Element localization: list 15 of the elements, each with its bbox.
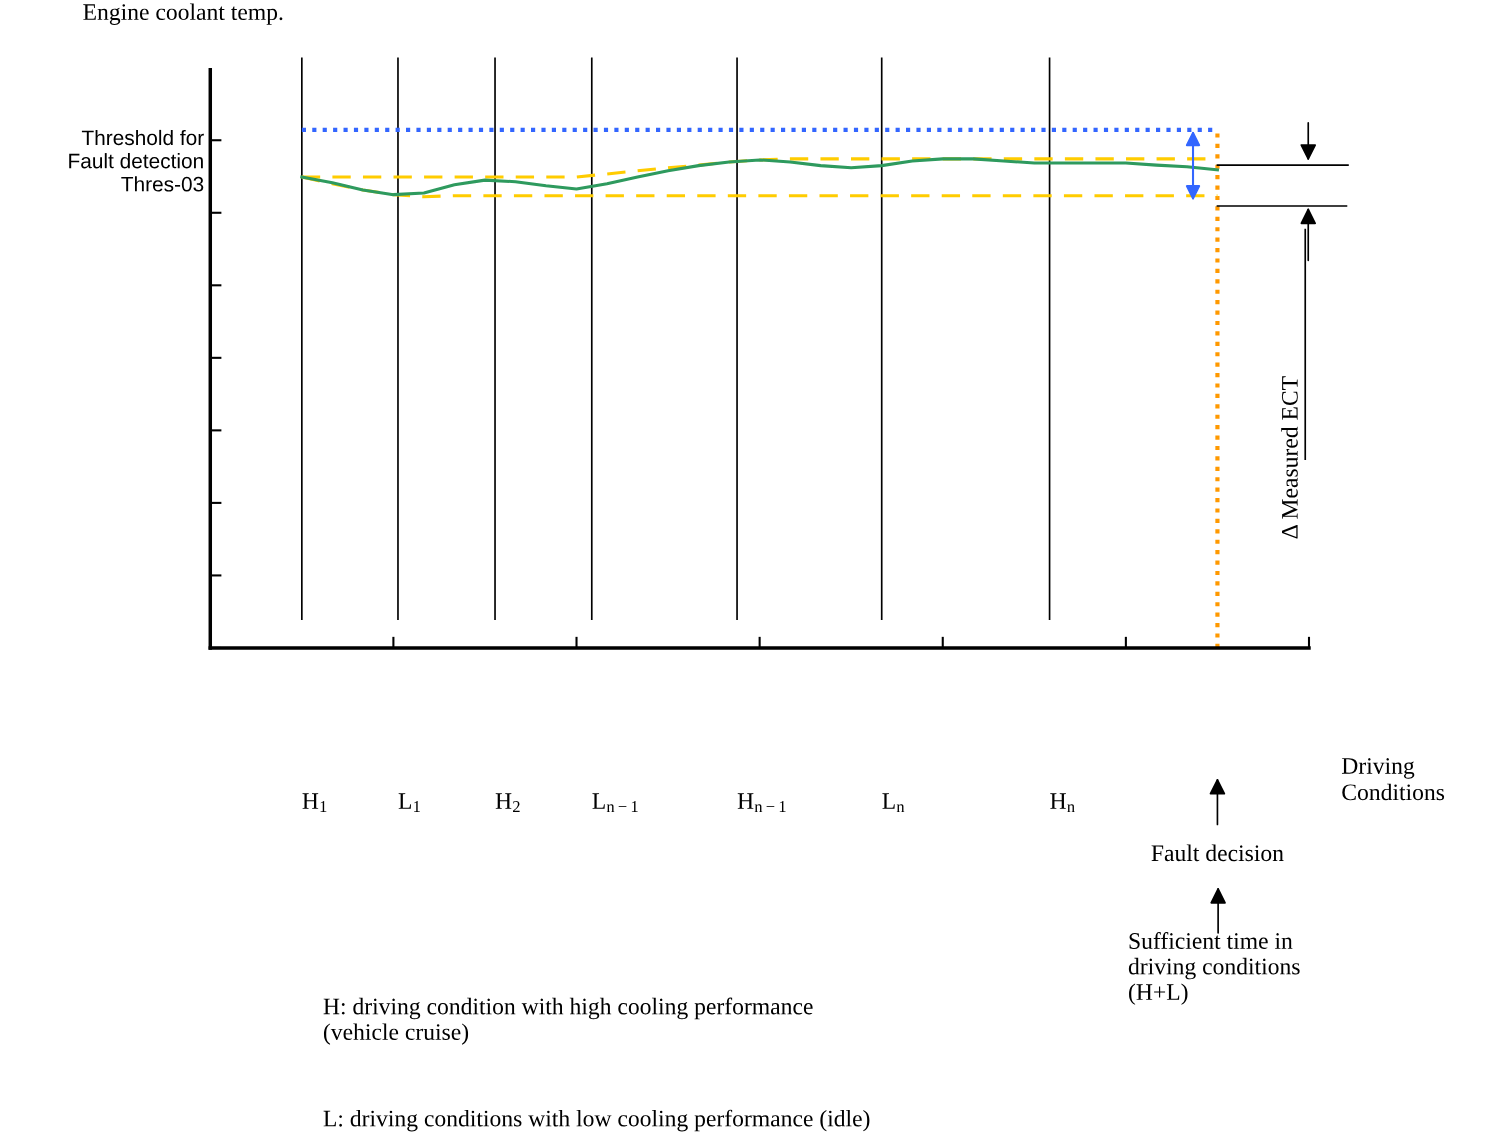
y-axis-title: Engine coolant temp. — [83, 3, 283, 25]
text: Δ Measured ECT — [1281, 376, 1298, 539]
text: Fault decision — [1151, 844, 1284, 862]
text: L$_{1}$ — [398, 793, 420, 813]
text: H$_{1}$ — [302, 793, 327, 813]
text: H$_{2}$ — [495, 793, 520, 813]
text: Driving Conditions — [1341, 758, 1445, 801]
text: Sufficient time in driving conditions (H+L) — [1128, 932, 1300, 1005]
text: H: driving condition with high cooling performance (vehicle cruise) — [323, 997, 813, 1045]
text: L: driving conditions with low cooling performance (idle) — [323, 1109, 870, 1132]
text: L$_{n−1}$ — [592, 793, 638, 813]
text: H$_{n}$ — [1050, 793, 1075, 813]
text: Threshold for Fault detection Thres-03 — [69, 129, 204, 192]
text: H$_{n−1}$ — [737, 793, 786, 813]
text: L$_{n}$ — [882, 793, 905, 813]
